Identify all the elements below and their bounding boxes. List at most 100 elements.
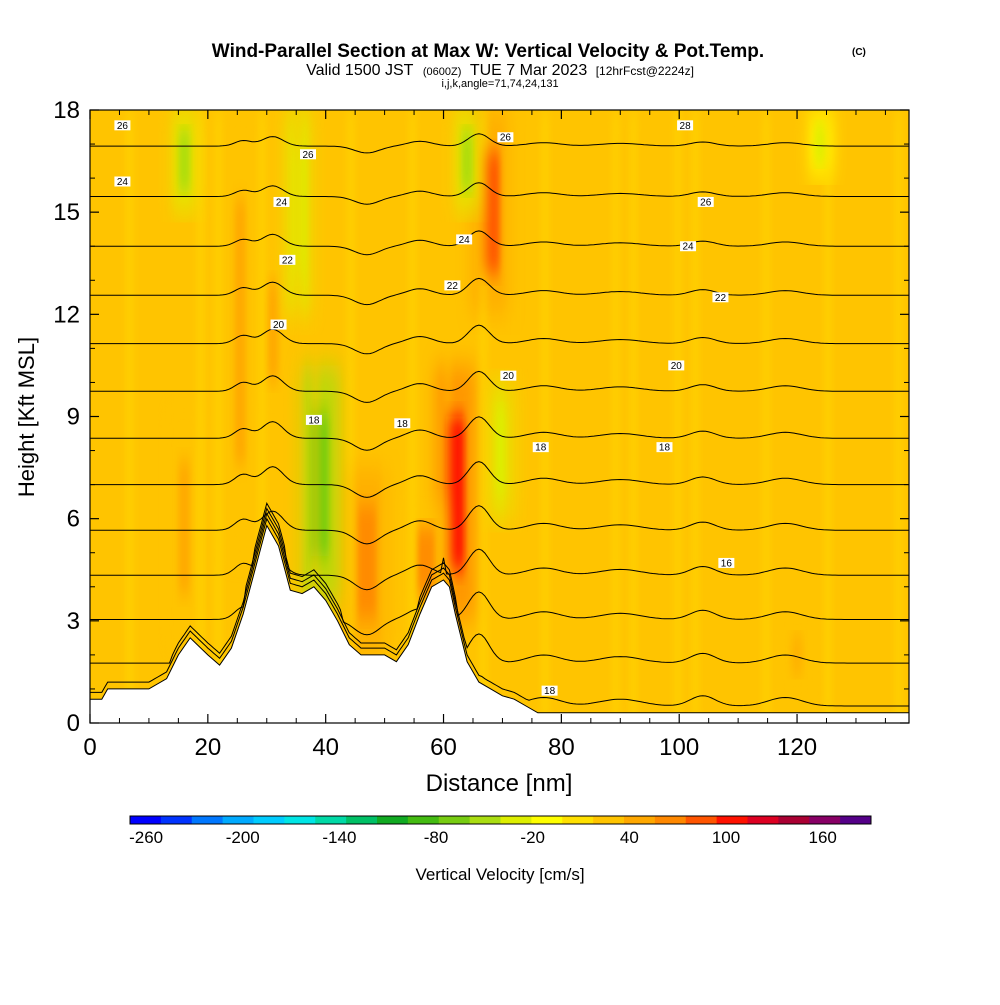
contour-label: 18	[544, 686, 556, 697]
velocity-field-cells	[98, 110, 904, 723]
velocity-texture	[160, 110, 170, 723]
contour-label-bg	[680, 241, 697, 252]
contour-label-bg	[300, 149, 317, 160]
contour-label-bg	[697, 196, 714, 207]
colorbar-segment	[685, 816, 718, 824]
velocity-core	[461, 130, 474, 192]
velocity-texture	[858, 110, 868, 723]
y-tick-label: 18	[53, 97, 80, 124]
velocity-core	[178, 460, 191, 594]
velocity-texture	[293, 110, 303, 723]
theta-contour-line	[90, 182, 909, 205]
velocity-texture	[576, 110, 585, 723]
contour-label-bg	[497, 132, 514, 143]
theta-contours	[90, 133, 909, 707]
colorbar-tick-label: -140	[322, 828, 356, 847]
x-tick-label: 40	[312, 734, 339, 761]
contour-label: 22	[447, 281, 459, 292]
contour-label-bg	[273, 196, 290, 207]
colorbar-segment	[253, 816, 285, 824]
contour-label: 16	[721, 558, 733, 569]
contour-label: 24	[682, 242, 694, 253]
velocity-core	[178, 130, 191, 192]
y-tick-label: 3	[67, 608, 80, 635]
velocity-texture	[673, 110, 683, 723]
theta-contour-line	[90, 416, 909, 451]
velocity-texture	[381, 110, 391, 723]
velocity-texture	[540, 110, 550, 723]
contour-label-bg	[270, 319, 287, 330]
colorbar-segment	[624, 816, 656, 824]
colorbar-segment	[469, 816, 501, 824]
contour-label-bg	[677, 120, 694, 131]
contour-label: 28	[680, 121, 692, 132]
colorbar-segment	[840, 816, 872, 824]
colorbar-segment	[160, 816, 193, 824]
x-tick-label: 120	[777, 734, 817, 761]
colorbar-tick-label: 160	[808, 828, 836, 847]
contour-label-bg	[305, 414, 322, 425]
contour-label-bg	[279, 254, 296, 265]
y-tick-label: 0	[67, 710, 80, 737]
velocity-texture	[797, 110, 806, 723]
velocity-texture	[505, 110, 515, 723]
y-tick-label: 9	[67, 404, 80, 431]
colorbar-segment	[377, 816, 409, 824]
copyright-mark: (C)	[852, 47, 866, 58]
colorbar-segment	[284, 816, 316, 824]
velocity-texture	[664, 110, 674, 723]
velocity-texture	[611, 110, 621, 723]
velocity-core	[814, 123, 827, 165]
contour-label-bg	[114, 176, 131, 187]
velocity-texture	[249, 110, 258, 723]
x-axis: 0 20 40 60 80 100 120	[83, 110, 886, 761]
velocity-texture	[196, 110, 205, 723]
velocity-texture	[478, 110, 488, 723]
contour-label: 18	[308, 415, 320, 426]
colorbar-tick-label: -20	[520, 828, 545, 847]
valid-prefix: Valid 1500 JST	[306, 62, 414, 79]
theta-contour-line	[90, 501, 909, 591]
colorbar-segment	[716, 816, 748, 824]
y-tick-label: 12	[53, 301, 80, 328]
theta-contour-line	[90, 517, 909, 707]
velocity-texture	[894, 110, 904, 723]
velocity-texture	[726, 110, 736, 723]
contour-label: 24	[117, 177, 129, 188]
forecast-info: [12hrFcst@2224z]	[596, 64, 694, 78]
colorbar-segment	[346, 816, 378, 824]
chart-header: Wind-Parallel Section at Max W: Vertical…	[212, 41, 866, 90]
colorbar-segment	[407, 816, 440, 824]
contour-label: 26	[500, 133, 512, 144]
colorbar-segment	[562, 816, 594, 824]
colorbar-segment	[500, 816, 532, 824]
colorbar-segment	[593, 816, 625, 824]
contour-label-bg	[114, 120, 131, 131]
x-tick-label: 60	[430, 734, 457, 761]
contour-label-bg	[712, 292, 729, 303]
terrain-mask	[90, 524, 909, 723]
y-tick-label: 15	[53, 199, 80, 226]
contour-label: 20	[273, 320, 285, 331]
contour-label-bg	[444, 280, 461, 291]
theta-contour-line	[90, 133, 909, 154]
contour-label: 26	[117, 121, 129, 132]
colorbar-ticks: -260 -200 -140 -80 -20 40 100 160	[129, 828, 837, 847]
y-tick-label: 6	[67, 506, 80, 533]
contour-label-bg	[532, 442, 549, 453]
velocity-texture	[443, 110, 453, 723]
y-axis: 0 3 6 9 12 15 18	[53, 97, 909, 737]
theta-contour-line	[90, 324, 909, 355]
plot-area: 26 26 24 24 22 20 18 18 26 24 22 20 18 18 28 26 24 22 20 18…	[90, 110, 909, 723]
x-axis-label: Distance [nm]	[426, 770, 573, 797]
colorbar-segment	[222, 816, 254, 824]
valid-date: TUE 7 Mar 2023	[470, 62, 587, 79]
colorbar-frame	[129, 815, 872, 825]
x-tick-label: 0	[83, 734, 96, 761]
velocity-core	[357, 505, 377, 618]
contour-label: 18	[659, 443, 671, 454]
contour-label: 26	[700, 197, 712, 208]
chart-title: Wind-Parallel Section at Max W: Vertical…	[212, 41, 764, 62]
contour-label: 20	[671, 361, 683, 372]
velocity-texture	[408, 110, 418, 723]
